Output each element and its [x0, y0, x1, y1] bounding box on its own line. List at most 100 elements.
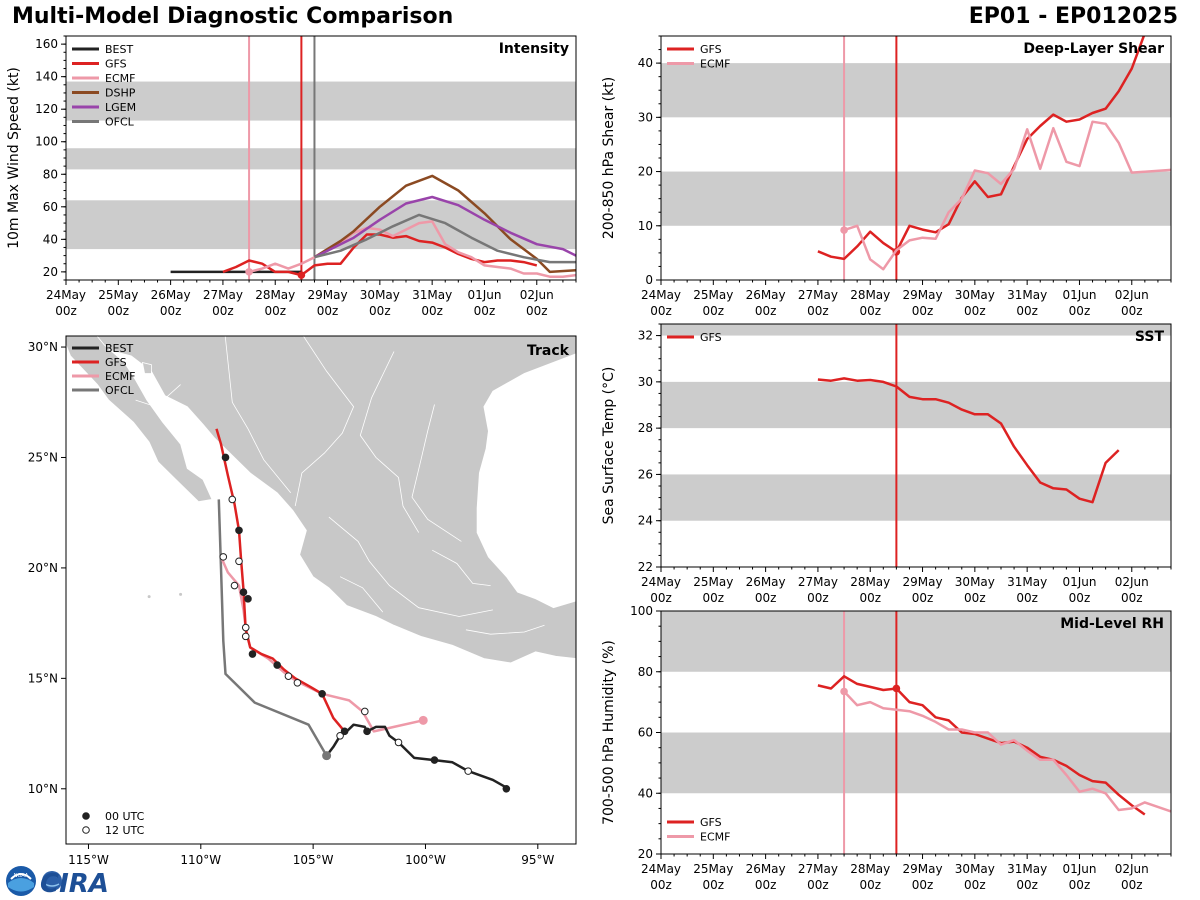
y-axis-label: 10m Max Wind Speed (kt)	[6, 67, 22, 249]
y-tick-label: 20°N	[28, 561, 58, 575]
x-tick-hour: 00z	[1121, 304, 1143, 318]
x-tick-date: 31May	[1007, 288, 1047, 302]
x-tick-date: 27May	[798, 288, 838, 302]
y-tick-label: 20	[638, 165, 653, 179]
x-tick-hour: 00z	[912, 591, 934, 605]
y-tick-label: 40	[638, 56, 653, 70]
track-point-gfs	[273, 661, 281, 669]
track-point-ecmf	[361, 707, 369, 716]
x-tick-hour: 00z	[1069, 591, 1091, 605]
legend-label-ecmf: ECMF	[700, 58, 730, 71]
series-line-gfs	[817, 36, 1146, 261]
state-border	[294, 336, 355, 507]
track-point-gfs	[239, 588, 248, 597]
y-tick-label: 30	[638, 375, 653, 389]
y-tick-label: 140	[35, 70, 58, 84]
series-line-gfs	[817, 377, 1120, 504]
x-tick-date: 26May	[746, 575, 786, 589]
track-point-ecmf	[284, 672, 293, 680]
track-point-best	[394, 738, 403, 747]
init-marker-gfs	[297, 271, 306, 279]
state-border	[359, 351, 420, 533]
x-tick-hour: 00z	[703, 878, 725, 892]
x-tick-date: 26May	[746, 862, 786, 876]
x-tick-hour: 00z	[964, 304, 986, 318]
x-tick-date: 29May	[307, 288, 347, 302]
y-tick-label: 24	[638, 514, 653, 528]
axes-frame	[65, 335, 577, 845]
x-tick-date: 25May	[693, 288, 733, 302]
x-tick-hour: 00z	[650, 878, 672, 892]
legend-label-dshp: DSHP	[105, 87, 136, 100]
x-tick-hour: 00z	[526, 304, 548, 318]
legend-label-ecmf: ECMF	[105, 370, 135, 383]
x-tick-hour: 00z	[807, 591, 829, 605]
x-tick-date: 31May	[1007, 575, 1047, 589]
series-line-gfs	[222, 233, 538, 277]
y-axis-label: 700-500 hPa Humidity (%)	[601, 640, 617, 825]
legend-label-gfs: GFS	[700, 816, 722, 829]
y-tick-label: 100	[630, 604, 653, 618]
track-point-gfs	[248, 650, 257, 658]
track-point-ecmf	[228, 495, 237, 504]
series-line-ecmf	[248, 220, 576, 278]
x-tick-hour: 00z	[55, 304, 77, 318]
y-tick-label: 20	[43, 265, 58, 279]
x-tick-hour: 00z	[1069, 304, 1091, 318]
x-tick-date: 02Jun	[520, 288, 554, 302]
track-point-ecmf	[418, 715, 428, 725]
x-tick-date: 29May	[902, 575, 942, 589]
legend-label-ofcl: OFCL	[105, 384, 135, 397]
x-tick-date: 30May	[955, 862, 995, 876]
y-tick-label: 160	[35, 37, 58, 51]
x-tick-date: 01Jun	[467, 288, 501, 302]
y-tick-label: 60	[43, 200, 58, 214]
y-tick-label: 40	[638, 786, 653, 800]
panel-title: Mid-Level RH	[1060, 616, 1164, 632]
x-tick-hour: 00z	[859, 878, 881, 892]
shaded-band	[661, 324, 1171, 336]
x-tick-label: 105°W	[293, 853, 334, 867]
legend: GFS ECMF	[667, 43, 730, 71]
state-border	[411, 404, 462, 542]
x-tick-date: 24May	[641, 288, 681, 302]
panel-intensity: 20 40 60 80 100 120 140 160 24May 00z 25May 00z 26Ma…	[6, 35, 577, 318]
island-land	[141, 361, 152, 374]
x-tick-date: 24May	[641, 862, 681, 876]
shaded-band	[66, 148, 576, 170]
x-tick-label: 100°W	[405, 853, 446, 867]
series-line-ecmf	[843, 120, 1171, 271]
x-tick-date: 31May	[412, 288, 452, 302]
y-tick-label: 15°N	[28, 671, 58, 685]
panel-track: 115°W 110°W 105°W 100°W 95°W 10°N 15°N 20°N 25°N…	[28, 335, 577, 867]
y-tick-label: 120	[35, 102, 58, 116]
marker-00utc	[82, 812, 90, 820]
x-tick-hour: 00z	[108, 304, 130, 318]
y-tick-label: 10°N	[28, 782, 58, 796]
x-tick-hour: 00z	[807, 878, 829, 892]
y-tick-label: 80	[43, 167, 58, 181]
init-marker-ecmf	[245, 268, 253, 276]
track-point-ofcl	[322, 751, 332, 761]
track-point-gfs	[235, 526, 243, 535]
panel-title: Track	[527, 343, 570, 359]
shaded-band	[661, 381, 1171, 429]
legend-label-gfs: GFS	[700, 331, 722, 344]
legend-label-ecmf: ECMF	[105, 72, 135, 85]
y-tick-label: 80	[638, 665, 653, 679]
x-tick-hour: 00z	[703, 591, 725, 605]
x-tick-hour: 00z	[160, 304, 182, 318]
baja-land	[66, 336, 213, 503]
y-tick-label: 40	[43, 232, 58, 246]
x-tick-hour: 00z	[964, 591, 986, 605]
track-point-ecmf	[230, 581, 239, 590]
series-line-ecmf	[843, 690, 1171, 813]
x-tick-hour: 00z	[859, 591, 881, 605]
x-tick-hour: 00z	[264, 304, 286, 318]
x-tick-date: 29May	[902, 288, 942, 302]
island-land	[179, 592, 183, 596]
track-point-best	[363, 727, 371, 736]
x-tick-date: 01Jun	[1062, 288, 1096, 302]
